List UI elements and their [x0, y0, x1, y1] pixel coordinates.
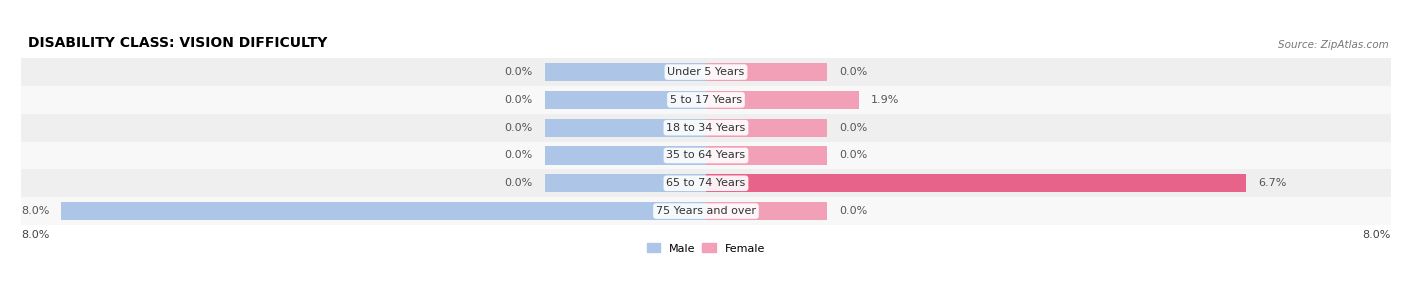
Bar: [544, 147, 706, 165]
Text: 35 to 64 Years: 35 to 64 Years: [666, 151, 745, 160]
Text: 65 to 74 Years: 65 to 74 Years: [666, 178, 745, 188]
Text: 0.0%: 0.0%: [839, 67, 868, 77]
Text: 6.7%: 6.7%: [1258, 178, 1286, 188]
Text: 0.0%: 0.0%: [839, 151, 868, 160]
Bar: [706, 147, 827, 165]
Text: 0.0%: 0.0%: [839, 123, 868, 133]
Text: 8.0%: 8.0%: [21, 206, 49, 216]
Bar: [706, 174, 1246, 192]
Bar: [21, 142, 1391, 170]
Text: 0.0%: 0.0%: [505, 151, 533, 160]
Bar: [544, 91, 706, 109]
Bar: [706, 119, 827, 137]
Text: Under 5 Years: Under 5 Years: [668, 67, 745, 77]
Bar: [706, 202, 827, 220]
Bar: [706, 91, 859, 109]
Text: 0.0%: 0.0%: [505, 95, 533, 105]
Text: 0.0%: 0.0%: [505, 123, 533, 133]
Bar: [21, 170, 1391, 197]
Bar: [21, 58, 1391, 86]
Text: DISABILITY CLASS: VISION DIFFICULTY: DISABILITY CLASS: VISION DIFFICULTY: [28, 36, 328, 50]
Bar: [62, 202, 706, 220]
Bar: [21, 114, 1391, 142]
Text: 0.0%: 0.0%: [505, 67, 533, 77]
Text: 8.0%: 8.0%: [1362, 230, 1391, 240]
Bar: [21, 86, 1391, 114]
Bar: [544, 63, 706, 81]
Text: 18 to 34 Years: 18 to 34 Years: [666, 123, 745, 133]
Bar: [706, 63, 827, 81]
Text: 1.9%: 1.9%: [872, 95, 900, 105]
Text: 0.0%: 0.0%: [505, 178, 533, 188]
Legend: Male, Female: Male, Female: [643, 239, 769, 258]
Text: 0.0%: 0.0%: [839, 206, 868, 216]
Text: 75 Years and over: 75 Years and over: [657, 206, 756, 216]
Text: 5 to 17 Years: 5 to 17 Years: [669, 95, 742, 105]
Bar: [544, 174, 706, 192]
Bar: [21, 197, 1391, 225]
Bar: [544, 119, 706, 137]
Text: 8.0%: 8.0%: [21, 230, 49, 240]
Text: Source: ZipAtlas.com: Source: ZipAtlas.com: [1278, 40, 1388, 50]
